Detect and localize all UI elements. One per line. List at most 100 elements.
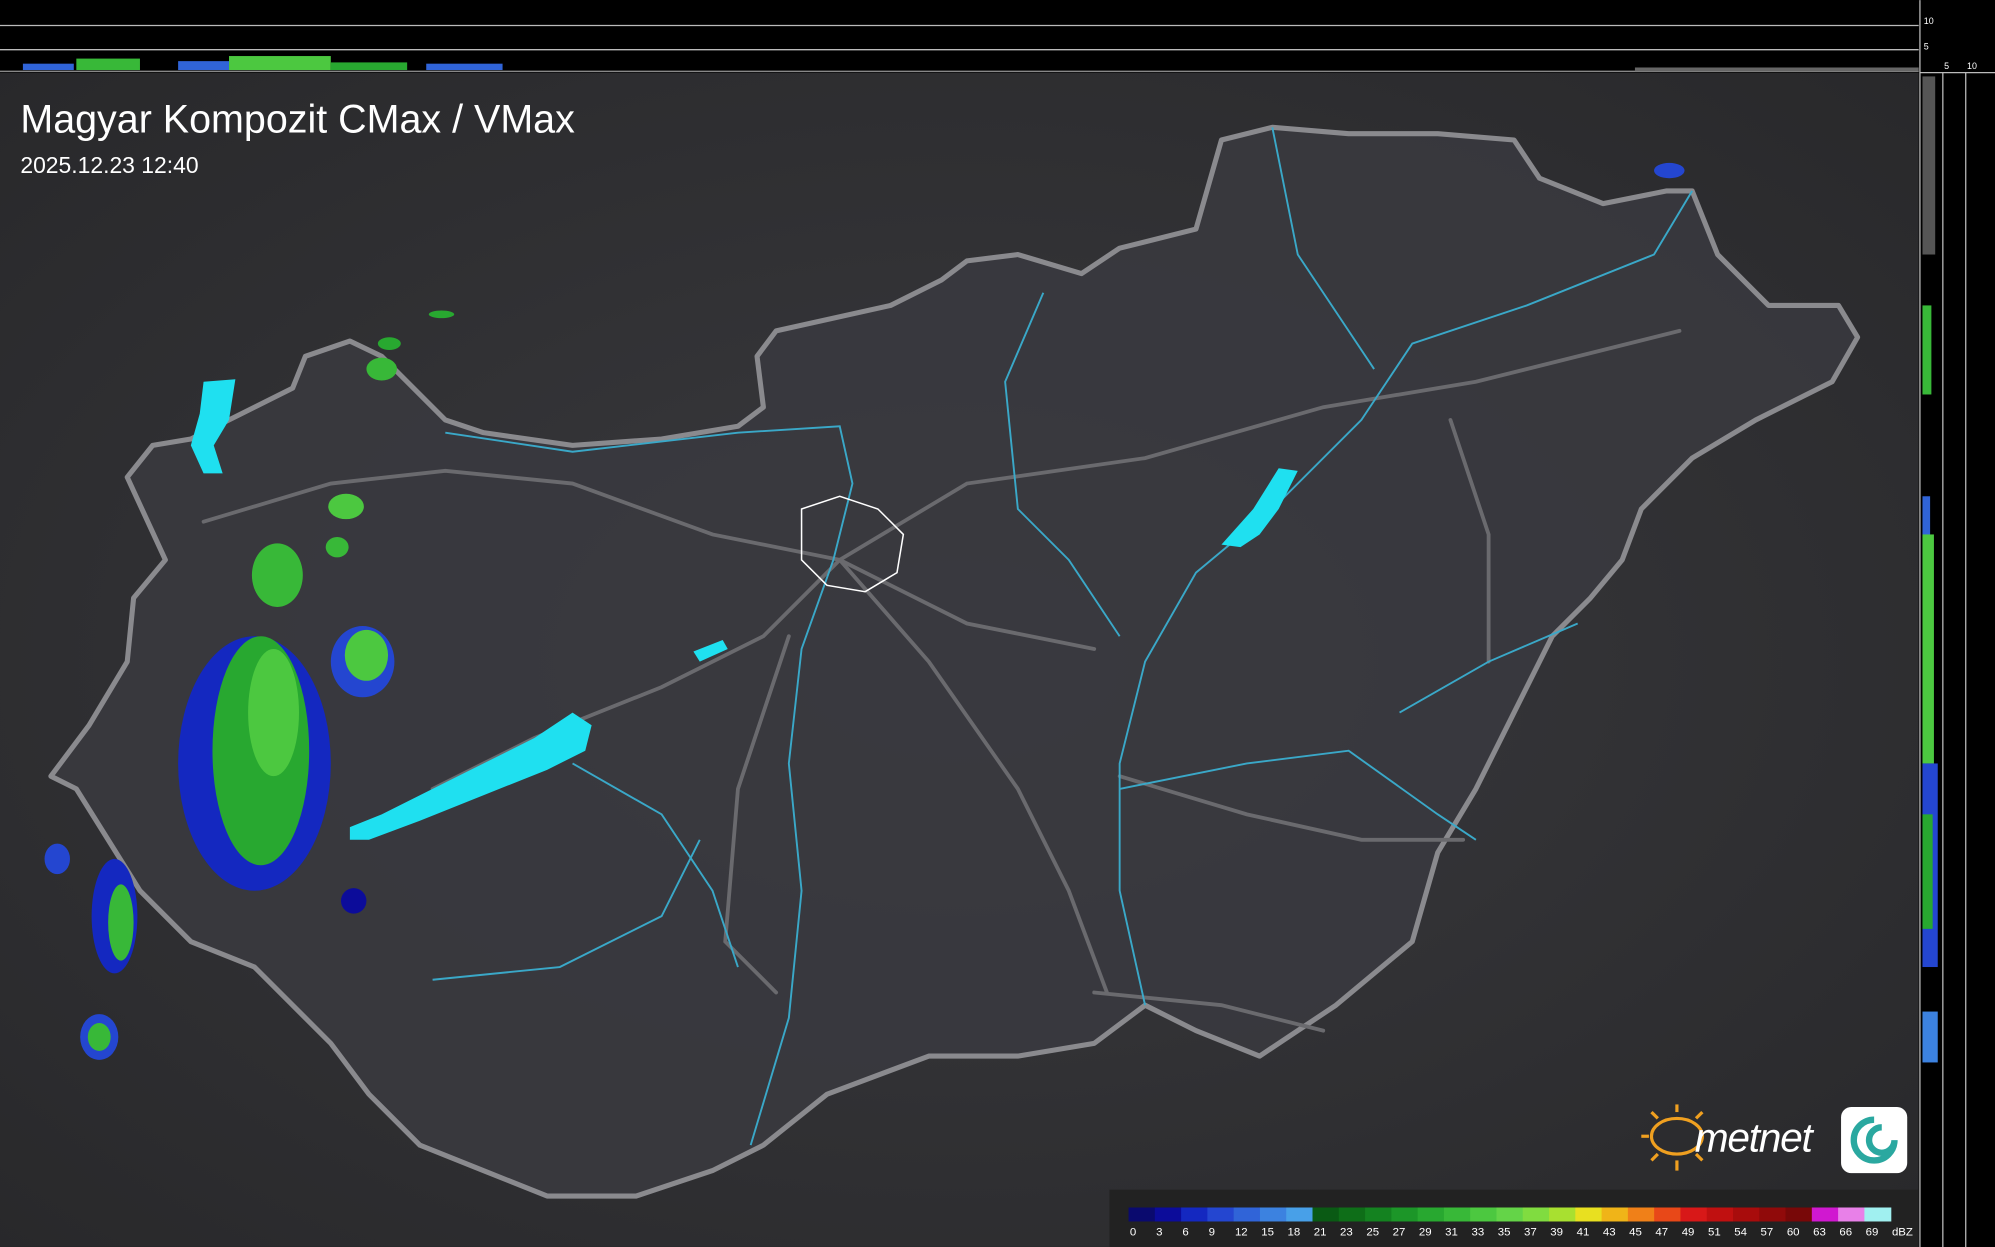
legend-swatch	[1496, 1207, 1524, 1222]
river	[572, 762, 739, 968]
echo	[248, 648, 299, 777]
legend-swatch	[1417, 1207, 1445, 1222]
legend-label: 63	[1813, 1226, 1826, 1238]
legend-label: 25	[1366, 1226, 1379, 1238]
legend-swatch	[1759, 1207, 1787, 1222]
legend-swatch	[1470, 1207, 1498, 1222]
legend-swatch	[1128, 1207, 1156, 1222]
river	[432, 839, 701, 981]
legend-swatch	[1549, 1207, 1576, 1222]
lake-velence	[693, 640, 728, 662]
echo	[428, 310, 455, 319]
legend-label: 35	[1498, 1226, 1511, 1238]
profile-echo	[426, 63, 503, 71]
echo	[328, 493, 364, 520]
legend-label: 69	[1866, 1226, 1879, 1238]
axis-label: 10	[1967, 61, 1977, 71]
profile-echo	[1922, 76, 1936, 255]
legend-label: 15	[1261, 1226, 1274, 1238]
echo	[108, 884, 134, 961]
profile-echo	[1922, 534, 1934, 764]
echo	[87, 1023, 111, 1051]
legend-label: 37	[1524, 1226, 1537, 1238]
legend-swatch	[1443, 1207, 1471, 1222]
legend-swatch	[1811, 1207, 1839, 1222]
profile-echo	[1922, 305, 1932, 395]
legend-swatch	[1207, 1207, 1235, 1222]
legend-label: 60	[1787, 1226, 1800, 1238]
legend-label: 66	[1839, 1226, 1852, 1238]
profile-echo	[1922, 814, 1933, 929]
axis-label: 10	[1924, 16, 1934, 26]
logo: metnet	[1641, 1104, 1908, 1174]
logo-sun	[1641, 1104, 1704, 1171]
profile-echo	[1634, 67, 1919, 72]
legend-label: 47	[1655, 1226, 1668, 1238]
legend-label: 21	[1314, 1226, 1327, 1238]
legend-swatch	[1864, 1207, 1892, 1222]
legend-swatch	[1338, 1207, 1366, 1222]
legend-swatch	[1785, 1207, 1813, 1222]
legend-label: 9	[1209, 1226, 1215, 1238]
legend-label: 41	[1577, 1226, 1590, 1238]
legend-label: 0	[1130, 1226, 1136, 1238]
profile-echo	[178, 61, 230, 71]
legend-label: 45	[1629, 1226, 1642, 1238]
echo	[344, 629, 389, 681]
legend-swatch	[1233, 1207, 1261, 1222]
legend: 0 3 6 9 12 15 18 21 23 25 27 29 31 33 35 37 39 41 43 45 47 49…	[1128, 1207, 1913, 1238]
legend-label: 49	[1682, 1226, 1695, 1238]
legend-label: 12	[1235, 1226, 1248, 1238]
legend-label: 33	[1471, 1226, 1484, 1238]
profile-echo	[330, 62, 408, 71]
logo-text: metnet	[1695, 1115, 1815, 1161]
legend-swatch	[1601, 1207, 1629, 1222]
road	[837, 328, 1682, 562]
road	[1092, 990, 1326, 1033]
legend-swatch	[1522, 1207, 1550, 1222]
legend-label: 23	[1340, 1226, 1353, 1238]
road	[1117, 774, 1466, 842]
legend-swatch	[1838, 1207, 1866, 1222]
legend-swatch	[1365, 1207, 1392, 1222]
river	[1119, 749, 1477, 841]
legend-swatch	[1286, 1207, 1314, 1222]
legend-swatch	[1259, 1207, 1287, 1222]
profile-echo	[76, 58, 140, 71]
legend-label: 54	[1734, 1226, 1747, 1238]
axis-label: 5	[1924, 42, 1929, 52]
echo	[44, 843, 70, 875]
legend-label: 18	[1288, 1226, 1301, 1238]
legend-swatch	[1654, 1207, 1682, 1222]
logo-swirl	[1850, 1116, 1898, 1164]
legend-label: 29	[1419, 1226, 1432, 1238]
timestamp: 2025.12.23 12:40	[20, 152, 198, 178]
legend-swatch	[1154, 1207, 1182, 1222]
legend-label: 43	[1603, 1226, 1616, 1238]
legend-label: 31	[1445, 1226, 1458, 1238]
legend-label: 57	[1761, 1226, 1774, 1238]
river	[1271, 127, 1375, 370]
echo	[1654, 162, 1685, 179]
legend-swatch	[1680, 1207, 1708, 1222]
legend-unit: dBZ	[1892, 1226, 1913, 1238]
legend-label: 6	[1182, 1226, 1188, 1238]
legend-swatch	[1706, 1207, 1734, 1222]
echo	[251, 543, 303, 607]
road	[837, 557, 1109, 995]
echo	[340, 888, 367, 914]
rivers	[432, 127, 1694, 1146]
legend-swatch	[1732, 1207, 1760, 1222]
river	[1004, 292, 1121, 637]
legend-swatch	[1181, 1207, 1209, 1222]
lake-balaton	[349, 712, 592, 840]
legend-label: 39	[1550, 1226, 1563, 1238]
echo	[377, 337, 401, 350]
axis-label: 5	[1944, 61, 1949, 71]
road	[1448, 418, 1491, 664]
road	[430, 557, 842, 791]
profile-echo	[229, 56, 331, 71]
echo	[366, 357, 397, 381]
